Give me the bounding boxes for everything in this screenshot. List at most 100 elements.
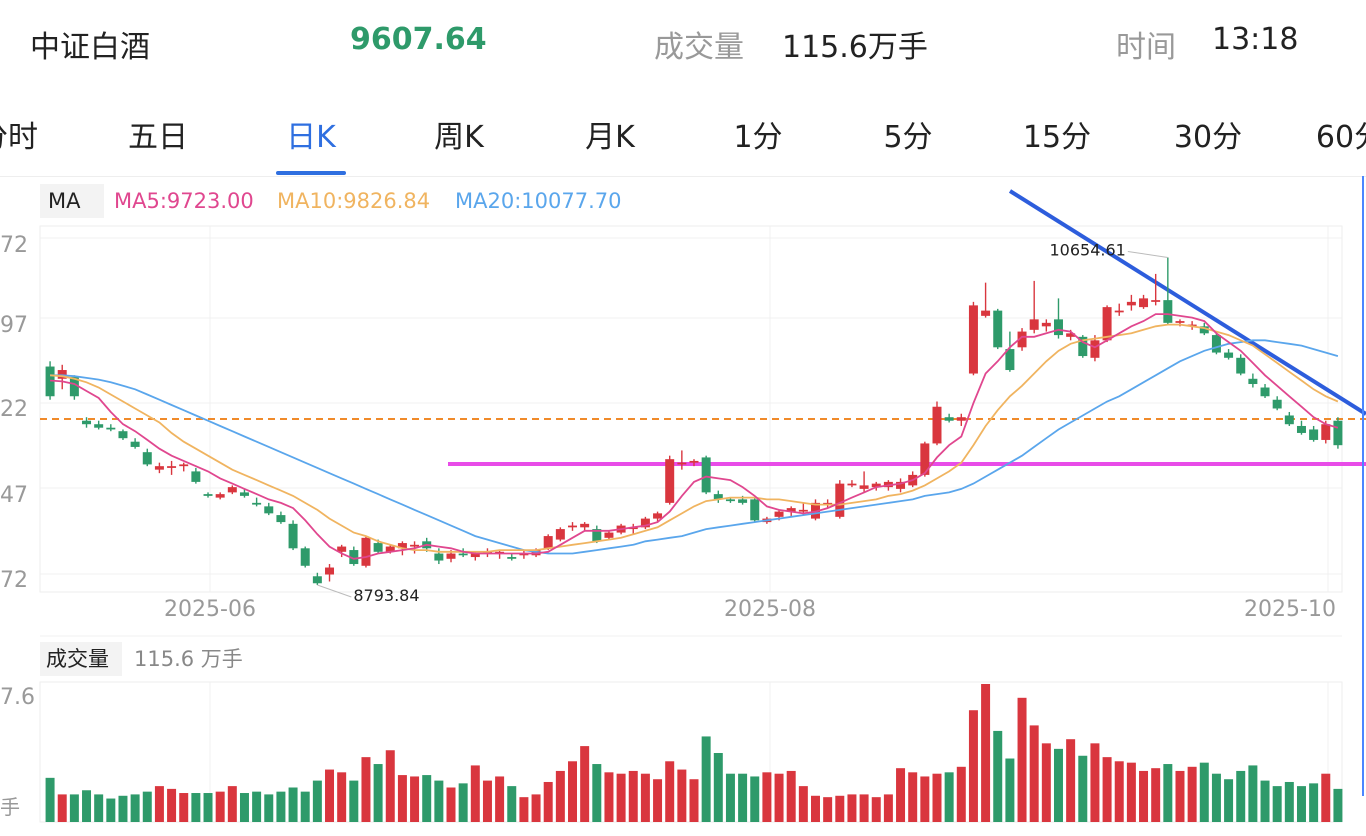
volume-legend-label: 成交量 xyxy=(46,647,109,671)
volume-bar xyxy=(45,777,55,822)
volume-bar xyxy=(871,797,881,822)
candle-body xyxy=(325,567,335,575)
volume-bar xyxy=(665,761,675,822)
candle-body xyxy=(179,464,189,467)
tab-monthly-k[interactable]: 月K xyxy=(585,120,635,155)
chart-scroll-edge[interactable] xyxy=(1362,176,1364,796)
period-tabs: 分时 五日 日K 周K 月K 1分 5分 15分 30分 60分 xyxy=(0,100,1366,177)
volume-bar xyxy=(264,794,274,822)
candle-body xyxy=(239,492,249,496)
volume-bar xyxy=(896,768,906,822)
candle-body xyxy=(1248,378,1258,385)
volume-bar xyxy=(713,753,723,822)
tab-five-day[interactable]: 五日 xyxy=(128,120,188,155)
candle-body xyxy=(750,499,760,521)
volume-bar xyxy=(142,791,152,822)
tab-5min[interactable]: 5分 xyxy=(883,120,933,155)
tab-1min[interactable]: 1分 xyxy=(733,120,783,155)
volume-bar xyxy=(94,794,104,822)
quote-header: 中证白酒 9607.64 成交量 115.6万手 时间 13:18 xyxy=(0,0,1366,90)
ma20-legend: MA20:10077.70 xyxy=(455,189,621,213)
candle-body xyxy=(920,443,930,475)
volume-bar xyxy=(1102,757,1112,822)
volume-bar xyxy=(1272,786,1282,822)
volume-bar xyxy=(325,769,335,822)
volume-bar xyxy=(446,787,456,822)
downtrend-line xyxy=(1008,189,1366,416)
candle-body xyxy=(349,550,359,565)
candle-body xyxy=(1236,357,1246,374)
date-axis-label: 2025-08 xyxy=(724,597,816,622)
candle-body xyxy=(142,452,152,465)
volume-bar xyxy=(1090,743,1100,822)
low-leader-line xyxy=(317,584,352,598)
candle-body xyxy=(264,506,274,514)
ma5-legend: MA5:9723.00 xyxy=(114,189,254,213)
volume-bar xyxy=(349,780,359,822)
low-price-label: 8793.84 xyxy=(353,586,419,605)
candle-body xyxy=(568,525,577,528)
candle-body xyxy=(1175,321,1185,323)
volume-bar xyxy=(568,761,577,822)
candle-body xyxy=(1139,298,1149,308)
tab-30min[interactable]: 30分 xyxy=(1173,120,1243,155)
candle-body xyxy=(191,471,201,482)
volume-bar xyxy=(956,766,966,822)
volume-bar xyxy=(337,772,347,822)
volume-bar xyxy=(1199,762,1209,822)
candle-body xyxy=(519,553,529,556)
candle-body xyxy=(725,499,735,502)
candle-body xyxy=(1296,425,1306,433)
candle-body xyxy=(130,441,140,447)
volume-bar xyxy=(968,710,978,822)
chart-grid xyxy=(39,225,1343,823)
volume-bar xyxy=(1175,770,1185,822)
candle-body xyxy=(215,494,225,498)
high-leader-line xyxy=(1127,250,1168,258)
volume-bar xyxy=(811,795,820,822)
kline-chart[interactable]: 72 97 22 47 72 2025-06 2025-08 2025-10 10654.6… xyxy=(0,176,1366,836)
candle-body xyxy=(1126,301,1136,306)
volume-bar xyxy=(1309,783,1319,822)
candle-body xyxy=(932,406,942,444)
volume-bar xyxy=(859,794,869,822)
candle-body xyxy=(1005,349,1015,371)
candle-body xyxy=(252,502,262,505)
volume-bar xyxy=(640,773,650,822)
tab-intraday[interactable]: 分时 xyxy=(0,120,38,155)
volume-bar xyxy=(82,790,92,822)
volume-bar xyxy=(786,770,796,822)
candle-body xyxy=(665,459,675,503)
candle-body xyxy=(446,553,456,559)
volume-bar xyxy=(239,793,249,822)
tab-15min[interactable]: 15分 xyxy=(1022,120,1092,155)
volume-bar xyxy=(981,684,991,822)
volume-bar xyxy=(300,791,310,822)
reference-lines xyxy=(40,189,1366,466)
candle-body xyxy=(859,485,869,489)
candle-body xyxy=(385,546,395,552)
tab-60min[interactable]: 60分 xyxy=(1315,120,1366,155)
volume-bar xyxy=(1321,773,1331,822)
volume-bar xyxy=(118,795,128,822)
volume-bar xyxy=(835,795,845,822)
date-axis-label: 2025-10 xyxy=(1244,597,1336,622)
candle-body xyxy=(1321,424,1331,440)
candle-body xyxy=(993,310,1003,348)
candle-body xyxy=(1211,335,1221,353)
candle-body xyxy=(507,557,517,559)
candle-body xyxy=(968,305,978,374)
volume-bar xyxy=(738,773,748,822)
candle-body xyxy=(337,546,347,552)
volume-axis: 7.6 万手 xyxy=(0,685,35,819)
volume-bar xyxy=(458,783,468,822)
volume-bar xyxy=(993,730,1003,822)
price-axis: 72 97 22 47 72 xyxy=(0,233,28,593)
volume-bar xyxy=(69,794,79,822)
price-axis-label: 22 xyxy=(0,397,28,422)
volume-value: 115.6万手 xyxy=(782,30,928,65)
tab-weekly-k[interactable]: 周K xyxy=(434,120,484,155)
volume-legend: 成交量 115.6 万手 xyxy=(40,642,243,676)
volume-bar xyxy=(1187,766,1197,822)
tab-daily-k[interactable]: 日K xyxy=(286,120,336,155)
